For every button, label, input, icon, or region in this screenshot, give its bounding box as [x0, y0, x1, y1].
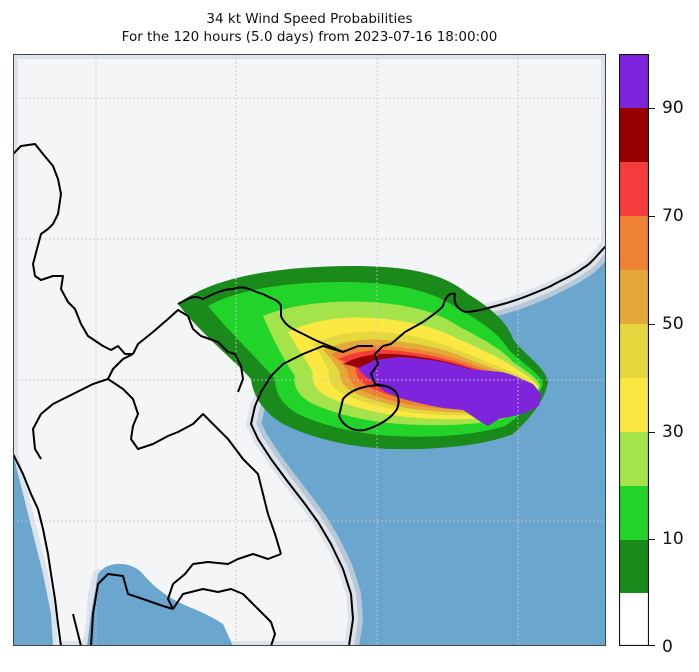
colorbar-tick-70	[649, 216, 655, 217]
gridlines	[13, 54, 606, 646]
colorbar-label-70: 70	[662, 206, 684, 226]
colorbar-tick-50	[649, 324, 655, 325]
colorbar-label-30: 30	[662, 422, 684, 442]
contour-90	[358, 357, 541, 426]
colorbar-tick-10	[649, 539, 655, 540]
colorbar-tick-90	[649, 108, 655, 109]
colorbar-label-10: 10	[662, 529, 684, 549]
probability-map	[13, 54, 606, 646]
chart-subtitle: For the 120 hours (5.0 days) from 2023-0…	[121, 29, 498, 45]
colorbar-label-50: 50	[662, 314, 684, 334]
colorbar	[619, 54, 649, 646]
colorbar-label-90: 90	[662, 98, 684, 118]
chart-title: 34 kt Wind Speed Probabilities	[206, 11, 413, 27]
colorbar-tick-0	[649, 645, 655, 646]
probability-contours	[178, 266, 548, 450]
colorbar-tick-30	[649, 432, 655, 433]
colorbar-label-0: 0	[662, 637, 673, 657]
coastlines-borders	[13, 143, 606, 646]
